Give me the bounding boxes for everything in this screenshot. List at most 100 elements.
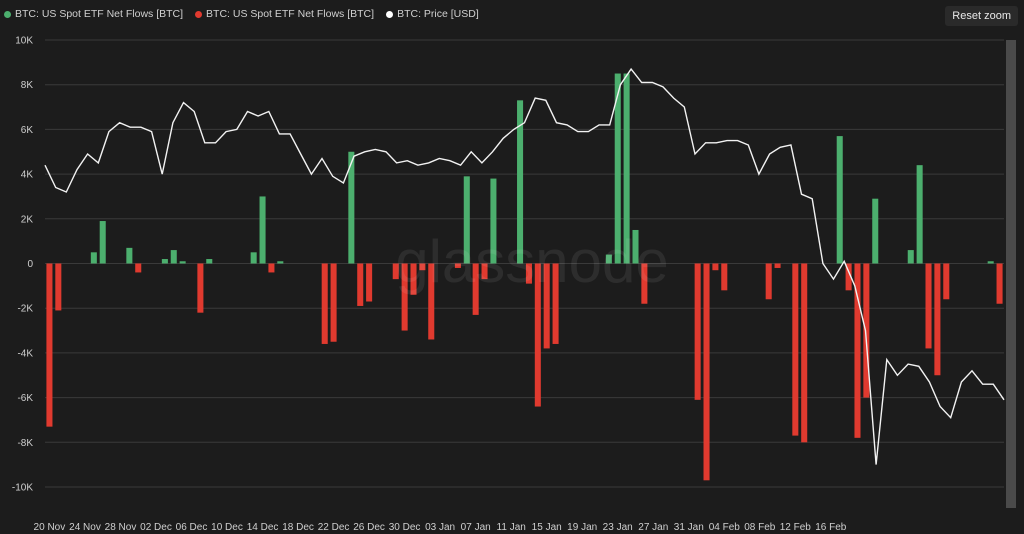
- bar-outflow: [801, 263, 808, 443]
- x-tick-label: 18 Dec: [282, 522, 314, 533]
- x-tick-label: 07 Jan: [461, 522, 491, 533]
- x-tick-label: 20 Nov: [34, 522, 66, 533]
- bar-inflow: [872, 198, 879, 264]
- bar-outflow: [703, 263, 710, 481]
- x-tick-label: 31 Jan: [674, 522, 704, 533]
- x-axis: 20 Nov 24 Nov 28 Nov 02 Dec 06 Dec 10 Dec 14 D…: [34, 522, 847, 533]
- bar-inflow: [179, 261, 186, 264]
- x-tick-label: 11 Jan: [497, 522, 526, 533]
- x-tick-label: 15 Jan: [532, 522, 562, 533]
- bar-outflow: [268, 263, 275, 273]
- y-tick-label: -6K: [17, 393, 33, 404]
- y-tick-label: 4K: [21, 170, 34, 181]
- x-tick-label: 30 Dec: [389, 522, 421, 533]
- bar-inflow: [99, 221, 106, 264]
- bar-outflow: [534, 263, 541, 407]
- bar-inflow: [259, 196, 266, 264]
- bar-inflow: [605, 254, 612, 264]
- y-tick-label: -8K: [17, 438, 33, 449]
- bar-outflow: [357, 263, 364, 306]
- bar-outflow: [321, 263, 328, 344]
- bar-outflow: [55, 263, 62, 311]
- bar-outflow: [419, 263, 426, 271]
- x-tick-label: 04 Feb: [709, 522, 741, 533]
- bar-outflow: [525, 263, 532, 284]
- bar-outflow: [366, 263, 373, 302]
- bar-outflow: [792, 263, 799, 436]
- bar-inflow: [126, 247, 133, 264]
- bar-outflow: [641, 263, 648, 304]
- bar-outflow: [543, 263, 550, 349]
- bar-inflow: [348, 151, 355, 264]
- y-axis: 10K 8K 6K 4K 2K 0 -2K -4K -6K -8K -10K: [12, 36, 34, 494]
- legend-dot-icon: [386, 10, 394, 18]
- y-tick-label: -2K: [17, 304, 33, 315]
- grid-lines: [45, 39, 1004, 488]
- bar-inflow: [987, 261, 994, 264]
- bar-inflow: [907, 250, 914, 264]
- bar-outflow: [330, 263, 337, 342]
- bar-outflow: [845, 263, 852, 291]
- bar-outflow: [934, 263, 941, 376]
- bar-inflow: [206, 259, 213, 264]
- x-tick-label: 26 Dec: [353, 522, 385, 533]
- bar-inflow: [170, 250, 177, 264]
- y-tick-label: 8K: [21, 80, 34, 91]
- legend-item-inflows[interactable]: BTC: US Spot ETF Net Flows [BTC]: [4, 8, 183, 20]
- x-tick-label: 23 Jan: [603, 522, 633, 533]
- legend-item-outflows[interactable]: BTC: US Spot ETF Net Flows [BTC]: [195, 8, 374, 20]
- bar-outflow: [454, 263, 461, 268]
- y-tick-label: 6K: [21, 125, 34, 136]
- price-line: [44, 67, 1005, 465]
- y-tick-label: 10K: [15, 36, 33, 47]
- x-tick-label: 10 Dec: [211, 522, 243, 533]
- legend-label: BTC: Price [USD]: [397, 8, 479, 20]
- bar-inflow: [916, 165, 923, 264]
- bar-outflow: [135, 263, 142, 273]
- chart-legend: BTC: US Spot ETF Net Flows [BTC] BTC: US…: [4, 6, 491, 22]
- bar-inflow: [490, 178, 497, 264]
- legend-dot-icon: [4, 10, 11, 18]
- legend-dot-icon: [195, 10, 203, 18]
- reset-zoom-button[interactable]: Reset zoom: [945, 6, 1018, 26]
- bar-inflow: [463, 176, 470, 264]
- bar-outflow: [392, 263, 399, 280]
- bar-outflow: [721, 263, 728, 291]
- bar-outflow: [552, 263, 559, 344]
- x-tick-label: 27 Jan: [638, 522, 668, 533]
- x-tick-label: 03 Jan: [425, 522, 455, 533]
- bar-outflow: [197, 263, 204, 313]
- watermark: glassnode: [395, 228, 669, 295]
- x-tick-label: 08 Feb: [744, 522, 776, 533]
- bar-outflow: [925, 263, 932, 349]
- bar-inflow: [161, 259, 168, 264]
- bar-outflow: [765, 263, 772, 300]
- bar-outflow: [46, 263, 53, 427]
- bar-inflow: [277, 261, 284, 264]
- bar-outflow: [996, 263, 1003, 304]
- bar-inflow: [614, 73, 621, 264]
- legend-item-price[interactable]: BTC: Price [USD]: [386, 8, 479, 20]
- x-tick-label: 22 Dec: [318, 522, 350, 533]
- bar-outflow: [943, 263, 950, 300]
- scrollbar-handle[interactable]: [1006, 40, 1016, 508]
- bar-outflow: [481, 263, 488, 280]
- bar-outflow: [712, 263, 719, 271]
- y-tick-label: 2K: [21, 214, 34, 225]
- x-tick-label: 19 Jan: [567, 522, 597, 533]
- x-tick-label: 24 Nov: [69, 522, 101, 533]
- legend-label: BTC: US Spot ETF Net Flows [BTC]: [206, 8, 375, 20]
- x-tick-label: 02 Dec: [140, 522, 172, 533]
- legend-label: BTC: US Spot ETF Net Flows [BTC]: [15, 8, 184, 20]
- bar-inflow: [90, 252, 97, 264]
- bar-outflow: [854, 263, 861, 438]
- bar-outflow: [410, 263, 417, 295]
- x-tick-label: 14 Dec: [247, 522, 279, 533]
- bar-outflow: [774, 263, 781, 268]
- x-tick-label: 28 Nov: [105, 522, 137, 533]
- x-tick-label: 12 Feb: [780, 522, 812, 533]
- bar-inflow: [632, 229, 639, 264]
- x-tick-label: 06 Dec: [176, 522, 208, 533]
- bar-inflow: [250, 252, 257, 264]
